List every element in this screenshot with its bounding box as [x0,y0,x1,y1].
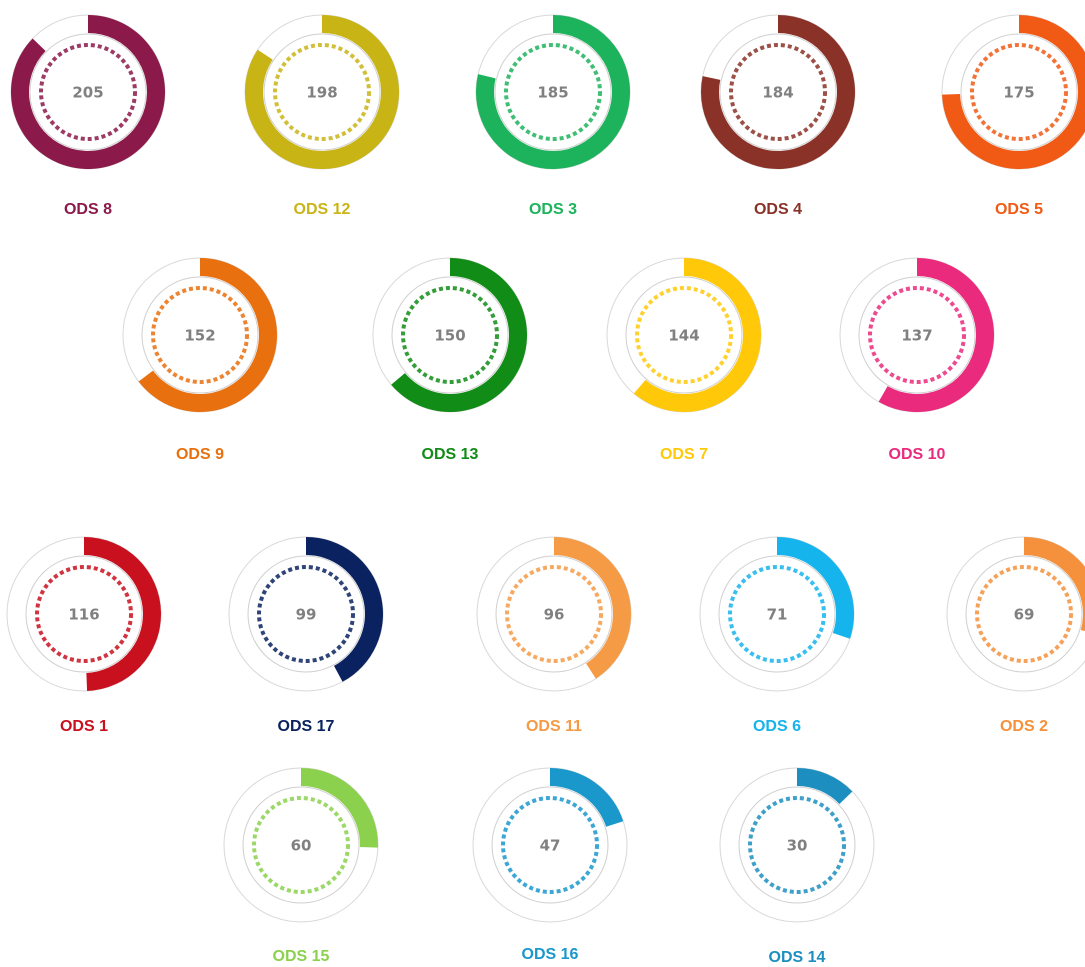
gauge-inner [495,555,613,673]
gauge-label: ODS 4 [754,201,802,218]
gauge-label: ODS 15 [273,948,330,965]
gauge-inner [242,786,360,904]
gauge-value: 99 [296,606,317,624]
gauge-dashed-ring [635,286,733,384]
gauge-dashed-ring [748,796,846,894]
gauge-dashed-ring [39,43,137,141]
gauge-label: ODS 9 [176,446,224,463]
gauge-value: 137 [901,327,932,345]
gauge-arc [391,258,527,412]
gauge-value: 185 [537,84,568,102]
gauge-label: ODS 16 [522,946,579,963]
gauge-inner [960,33,1078,151]
gauge-dashed-ring [504,43,602,141]
gauge-label: ODS 10 [889,446,946,463]
gauge-value: 30 [787,837,808,855]
gauge-value: 69 [1014,606,1035,624]
gauge-dashed-ring [401,286,499,384]
gauge-inner [491,786,609,904]
gauge-arc [777,537,854,639]
gauge: 137 ODS 10 [839,257,995,463]
gauge: 60 ODS 15 [223,767,379,965]
gauge-inner [719,33,837,151]
gauge-dashed-ring [273,43,371,141]
gauge-label: ODS 3 [529,201,577,218]
gauge: 96 ODS 11 [476,536,632,735]
gauge-value: 144 [668,327,699,345]
gauge-label: ODS 5 [995,201,1043,218]
gauge: 144 ODS 7 [606,257,762,463]
gauge: 30 ODS 14 [719,767,875,966]
gauge-value: 184 [762,84,793,102]
gauge-label: ODS 2 [1000,718,1048,735]
gauge: 150 ODS 13 [372,257,528,463]
gauge-arc [301,768,378,848]
gauge-inner [718,555,836,673]
gauge: 71 ODS 6 [699,536,855,735]
gauge-value: 71 [767,606,788,624]
gauge-dashed-ring [252,796,350,894]
gauge: 198 ODS 12 [244,14,400,218]
gauge-inner [25,555,143,673]
gauge-inner [625,276,743,394]
gauge-dashed-ring [729,43,827,141]
gauge-inner [141,276,259,394]
gauge: 185 ODS 3 [475,14,631,218]
gauge-dashed-ring [975,565,1073,663]
gauge-dashed-ring [970,43,1068,141]
gauge-arc [878,258,995,413]
gauge-inner [29,33,147,151]
gauge: 69 ODS 2 [946,536,1085,735]
gauge-inner [965,555,1083,673]
gauge-dashed-ring [151,286,249,384]
gauge-value: 198 [306,84,337,102]
gauge-value: 60 [291,837,312,855]
gauge-value: 150 [434,327,465,345]
gauge-label: ODS 14 [769,949,826,966]
gauge-inner [738,786,856,904]
gauge-dashed-ring [35,565,133,663]
gauge-label: ODS 12 [294,201,351,218]
gauge: 116 ODS 1 [6,536,162,735]
gauge-value: 116 [68,606,99,624]
gauge: 175 ODS 5 [941,14,1085,218]
gauge-arc [1024,537,1085,632]
gauge-value: 152 [184,327,215,345]
gauge-label: ODS 11 [526,718,582,735]
gauge-inner [263,33,381,151]
gauge-arc [633,258,762,413]
gauge-dashed-ring [501,796,599,894]
gauge-label: ODS 17 [278,718,335,735]
gauge-dashed-ring [728,565,826,663]
gauge-value: 47 [540,837,561,855]
gauge-arc [306,537,383,682]
gauge: 99 ODS 17 [228,536,384,735]
gauge-value: 205 [72,84,103,102]
gauge-label: ODS 7 [660,446,708,463]
gauge-inner [858,276,976,394]
gauge-label: ODS 13 [422,446,479,463]
gauge-arc [554,537,632,679]
gauge-dashed-ring [505,565,603,663]
gauge-inner [247,555,365,673]
gauge: 184 ODS 4 [700,14,856,218]
gauge-inner [494,33,612,151]
gauge-label: ODS 8 [64,201,112,218]
gauge-dashed-ring [257,565,355,663]
gauge: 47 ODS 16 [472,767,628,963]
gauge-label: ODS 6 [753,718,801,735]
gauge-label: ODS 1 [60,718,108,735]
gauge-dashed-ring [868,286,966,384]
gauge-value: 96 [544,606,565,624]
gauge-inner [391,276,509,394]
gauge-arc [550,768,624,827]
gauge: 152 ODS 9 [122,257,278,463]
gauge: 205 ODS 8 [10,14,166,218]
gauge-arc [797,768,853,804]
gauge-arc [84,537,161,691]
gauge-value: 175 [1003,84,1034,102]
